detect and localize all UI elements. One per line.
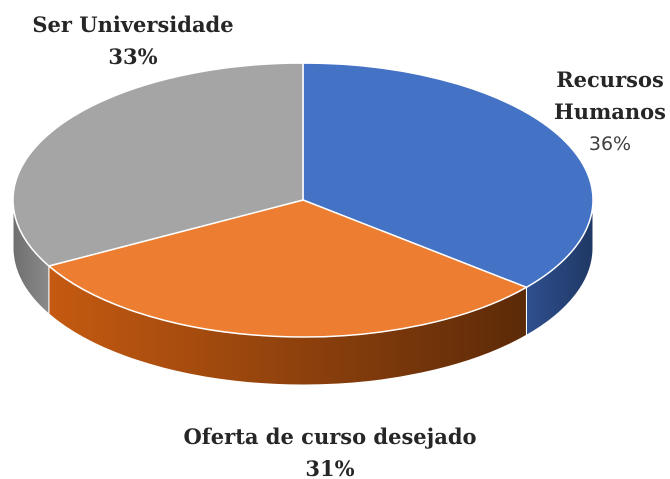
category-label: Oferta de curso desejado — [183, 424, 477, 449]
value-label: 33% — [108, 44, 158, 69]
slice — [12, 62, 304, 267]
data-label: Ser Universidade 33% — [0, 9, 283, 73]
slice — [47, 199, 529, 338]
category-label: Ser Universidade — [32, 12, 234, 37]
category-label: Recursos Humanos — [553, 67, 667, 124]
data-label: Recursos Humanos 36% — [550, 64, 670, 160]
data-label: Oferta de curso desejado 31% — [130, 421, 530, 479]
value-label: 36% — [588, 133, 632, 155]
slice — [302, 62, 594, 289]
value-label: 31% — [305, 456, 355, 479]
